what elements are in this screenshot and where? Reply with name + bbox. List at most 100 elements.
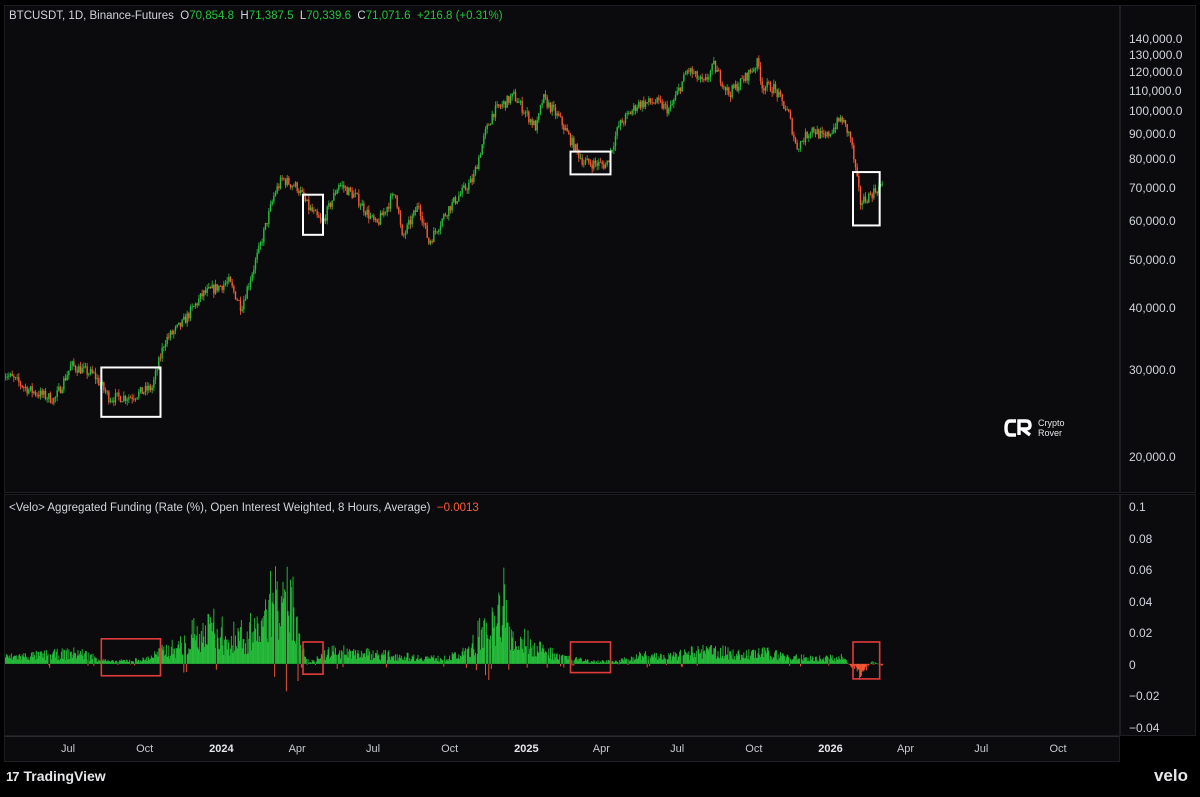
- funding-bar[interactable]: [381, 652, 383, 664]
- price-candle[interactable]: [396, 196, 398, 208]
- funding-bar[interactable]: [200, 630, 202, 664]
- funding-bar[interactable]: [265, 599, 266, 664]
- funding-bar[interactable]: [760, 657, 761, 664]
- price-candle[interactable]: [836, 118, 838, 129]
- funding-bar[interactable]: [115, 661, 116, 664]
- price-candle[interactable]: [26, 387, 28, 394]
- funding-bar[interactable]: [532, 645, 534, 664]
- price-candle[interactable]: [249, 280, 252, 287]
- funding-bar[interactable]: [401, 660, 403, 664]
- funding-bar[interactable]: [485, 622, 487, 664]
- price-candle[interactable]: [549, 102, 552, 112]
- funding-bar[interactable]: [602, 660, 604, 664]
- funding-bar[interactable]: [825, 655, 827, 664]
- funding-bar[interactable]: [259, 636, 261, 664]
- funding-bar[interactable]: [715, 646, 716, 664]
- funding-bar[interactable]: [783, 655, 785, 664]
- funding-bar[interactable]: [170, 655, 171, 664]
- funding-bar[interactable]: [355, 658, 357, 664]
- funding-bar[interactable]: [522, 639, 524, 664]
- price-candle[interactable]: [819, 131, 822, 139]
- funding-bar[interactable]: [630, 656, 632, 664]
- funding-bar[interactable]: [101, 659, 103, 664]
- funding-bar[interactable]: [487, 638, 489, 664]
- funding-bar[interactable]: [238, 631, 240, 664]
- funding-bar[interactable]: [42, 657, 44, 664]
- price-candle[interactable]: [484, 129, 487, 136]
- price-candle[interactable]: [103, 382, 105, 390]
- funding-bar[interactable]: [98, 659, 100, 664]
- funding-bar[interactable]: [623, 660, 625, 664]
- funding-bar[interactable]: [409, 657, 411, 664]
- funding-bar[interactable]: [500, 641, 502, 664]
- price-candle[interactable]: [654, 102, 657, 104]
- funding-bar[interactable]: [303, 648, 305, 664]
- funding-bar[interactable]: [34, 654, 36, 664]
- funding-bar[interactable]: [567, 659, 569, 664]
- funding-bar[interactable]: [793, 656, 795, 664]
- funding-bar[interactable]: [736, 655, 738, 664]
- price-candle[interactable]: [559, 115, 562, 117]
- funding-bar[interactable]: [431, 656, 433, 664]
- funding-bar[interactable]: [642, 656, 644, 664]
- funding-bar[interactable]: [161, 644, 163, 664]
- funding-bar[interactable]: [680, 649, 681, 664]
- funding-bar[interactable]: [620, 661, 621, 664]
- funding-bar[interactable]: [79, 653, 81, 664]
- price-candle[interactable]: [174, 326, 177, 331]
- price-candle[interactable]: [804, 131, 807, 143]
- funding-bar[interactable]: [150, 655, 152, 664]
- funding-bar[interactable]: [95, 657, 96, 664]
- funding-bar[interactable]: [745, 657, 746, 664]
- funding-bar[interactable]: [271, 602, 273, 664]
- funding-bar[interactable]: [140, 661, 142, 664]
- funding-bar[interactable]: [93, 663, 95, 666]
- funding-bar[interactable]: [59, 660, 61, 664]
- funding-bar[interactable]: [323, 659, 325, 664]
- funding-bar[interactable]: [335, 647, 336, 664]
- price-candle[interactable]: [34, 391, 37, 395]
- price-candle[interactable]: [196, 303, 198, 306]
- price-candle[interactable]: [128, 397, 130, 400]
- price-candle[interactable]: [118, 392, 120, 397]
- funding-bar[interactable]: [412, 656, 414, 664]
- funding-bar[interactable]: [771, 659, 773, 664]
- price-candle[interactable]: [516, 101, 518, 103]
- funding-bar[interactable]: [605, 660, 607, 664]
- price-candle[interactable]: [429, 241, 432, 244]
- funding-bar[interactable]: [265, 609, 267, 664]
- funding-bar[interactable]: [616, 662, 618, 664]
- price-candle[interactable]: [839, 117, 842, 122]
- funding-bar[interactable]: [518, 645, 520, 664]
- funding-bar[interactable]: [632, 661, 634, 664]
- funding-bar[interactable]: [880, 663, 882, 666]
- funding-bar[interactable]: [186, 654, 188, 664]
- price-candle[interactable]: [308, 199, 310, 210]
- funding-bar[interactable]: [540, 651, 542, 664]
- funding-bar[interactable]: [280, 596, 282, 664]
- price-candle[interactable]: [584, 160, 587, 164]
- price-candle[interactable]: [563, 125, 565, 131]
- funding-bar[interactable]: [414, 660, 416, 664]
- funding-bar[interactable]: [164, 655, 166, 664]
- funding-bar[interactable]: [371, 660, 373, 664]
- funding-bar[interactable]: [61, 648, 63, 664]
- price-candle[interactable]: [634, 105, 637, 111]
- funding-bar[interactable]: [695, 656, 696, 664]
- funding-bar[interactable]: [703, 651, 705, 664]
- funding-bar[interactable]: [385, 663, 387, 668]
- funding-bar[interactable]: [661, 659, 663, 664]
- funding-bar[interactable]: [218, 649, 220, 664]
- price-candle[interactable]: [191, 306, 193, 308]
- funding-bar[interactable]: [217, 637, 219, 664]
- funding-bar[interactable]: [485, 663, 486, 676]
- funding-bar[interactable]: [839, 658, 841, 664]
- funding-bar[interactable]: [597, 660, 599, 664]
- funding-bar[interactable]: [806, 661, 808, 664]
- price-candle[interactable]: [221, 285, 223, 290]
- funding-bar[interactable]: [389, 656, 391, 664]
- funding-bar[interactable]: [444, 655, 446, 664]
- funding-bar[interactable]: [393, 655, 395, 664]
- funding-bar[interactable]: [666, 659, 668, 664]
- funding-bar[interactable]: [622, 659, 624, 664]
